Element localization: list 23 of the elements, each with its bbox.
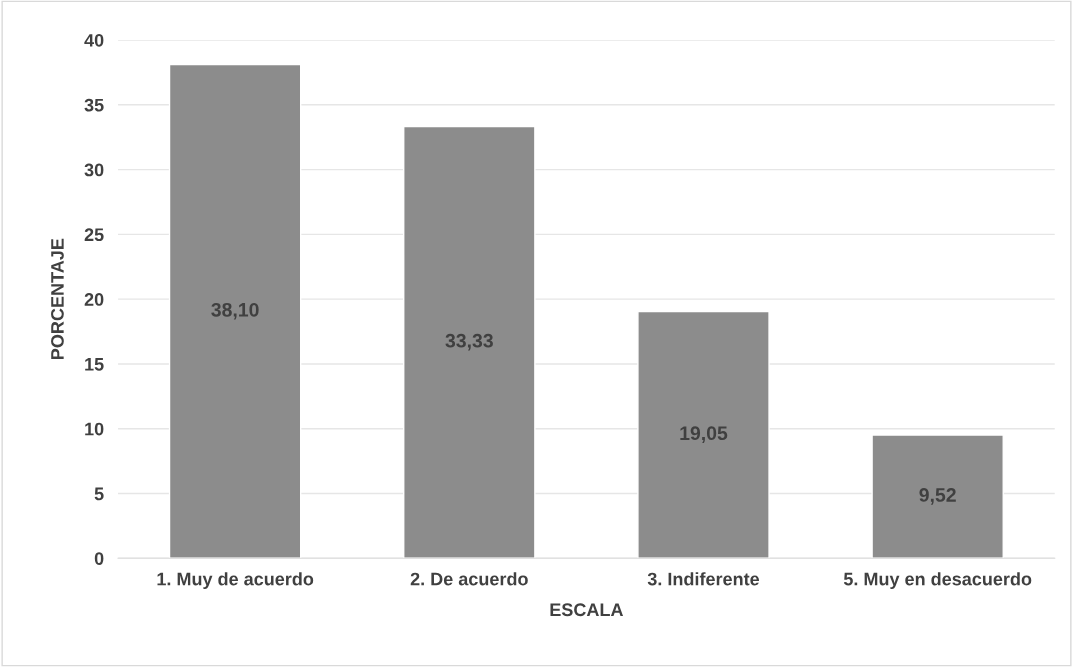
x-tick-label: 5. Muy en desacuerdo <box>843 572 1032 589</box>
data-label: 9,52 <box>919 488 956 505</box>
bar <box>637 310 770 559</box>
data-label: 19,05 <box>680 426 728 443</box>
y-tick-label: 30 <box>84 163 104 177</box>
x-tick-label: 3. Indiferente <box>647 572 760 586</box>
y-tick-label: 15 <box>85 358 104 371</box>
y-tick-label: 0 <box>94 552 104 565</box>
x-axis-title: ESCALA <box>550 603 624 617</box>
y-tick-label: 25 <box>84 228 104 242</box>
y-tick-label: 20 <box>84 293 104 306</box>
bar <box>871 434 1004 559</box>
bar <box>403 125 536 559</box>
data-label: 38,10 <box>211 302 259 320</box>
data-label: 33,33 <box>445 333 493 351</box>
y-tick-label: 10 <box>85 422 104 436</box>
y-tick-label: 40 <box>84 33 104 47</box>
y-axis-title: PORCENTAJE <box>51 238 64 359</box>
bar <box>168 63 302 559</box>
y-tick-label: 35 <box>84 98 104 112</box>
x-tick-label: 2. De acuerdo <box>410 572 528 586</box>
x-tick-label: 1. Muy de acuerdo <box>157 572 314 589</box>
y-tick-label: 5 <box>94 487 104 501</box>
